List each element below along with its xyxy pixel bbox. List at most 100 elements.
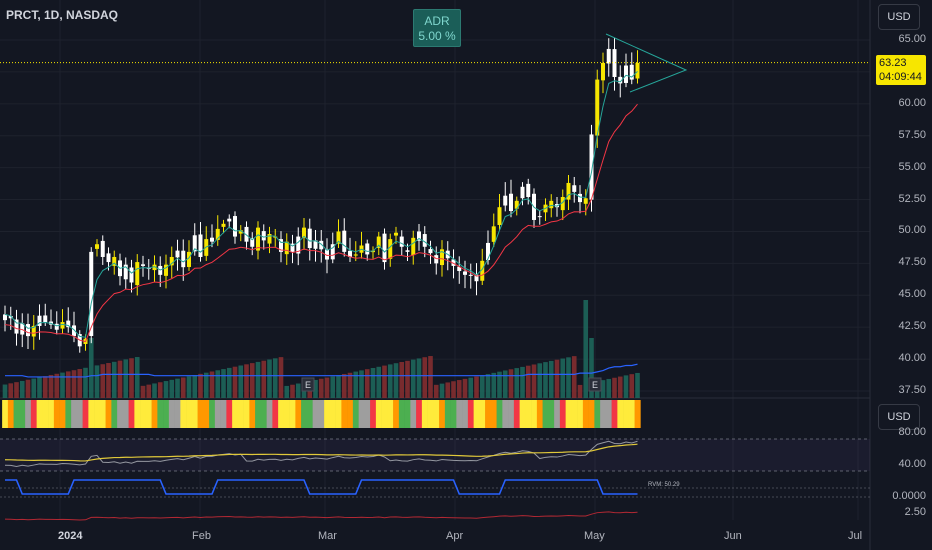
candle-body bbox=[353, 254, 358, 256]
strip-cell bbox=[565, 400, 572, 428]
candle-body bbox=[273, 236, 278, 238]
candle-body bbox=[169, 256, 174, 266]
moving-averages bbox=[0, 62, 870, 378]
volume-bar bbox=[577, 384, 583, 398]
candle-body bbox=[60, 322, 65, 329]
adr-label: ADR bbox=[424, 14, 450, 28]
strip-cell bbox=[25, 400, 32, 428]
candle-body bbox=[129, 267, 134, 283]
candle-body bbox=[388, 239, 393, 259]
strip-cell bbox=[111, 400, 118, 428]
strip-cell bbox=[191, 400, 198, 428]
strip-cell bbox=[140, 400, 147, 428]
rvm-pane bbox=[0, 479, 870, 498]
volume-bar bbox=[83, 367, 88, 398]
rsi-axis-high: 80.00 bbox=[898, 426, 926, 438]
candle-body bbox=[399, 236, 404, 247]
candle-body bbox=[583, 198, 588, 204]
strip-cell bbox=[197, 400, 204, 428]
strip-cell bbox=[324, 400, 331, 428]
candle-body bbox=[514, 200, 519, 209]
candle-body bbox=[451, 259, 456, 266]
candle-body bbox=[302, 227, 306, 238]
volume-bar bbox=[77, 368, 83, 398]
price-axis-tick: 50.00 bbox=[898, 224, 926, 237]
candle-body bbox=[595, 79, 600, 136]
candle-body bbox=[181, 250, 186, 268]
earnings-text: E bbox=[305, 380, 311, 390]
volume-bar bbox=[341, 373, 347, 398]
candle-body bbox=[486, 242, 490, 261]
strip-cell bbox=[513, 400, 520, 428]
volume-bar bbox=[31, 378, 37, 398]
strip-cell bbox=[600, 400, 607, 428]
candle-body bbox=[20, 323, 25, 335]
candle-body bbox=[233, 216, 237, 237]
strip-cell bbox=[134, 400, 141, 428]
volume-bar bbox=[163, 381, 169, 398]
volume-bar bbox=[629, 374, 635, 398]
candle-body bbox=[284, 241, 289, 255]
volume-bar bbox=[583, 300, 589, 398]
volume-bar bbox=[376, 366, 382, 398]
strip-cell bbox=[260, 400, 267, 428]
candle-body bbox=[72, 325, 76, 337]
volume-bar bbox=[502, 370, 508, 398]
volume-bar bbox=[106, 363, 111, 398]
volume-bars bbox=[2, 300, 640, 398]
strip-cell bbox=[278, 400, 285, 428]
strip-cell bbox=[312, 400, 319, 428]
strip-cell bbox=[301, 400, 308, 428]
currency-button[interactable]: USD bbox=[878, 4, 920, 30]
candle-body bbox=[100, 240, 105, 257]
price-axis-tick: 42.50 bbox=[898, 320, 926, 333]
strip-cell bbox=[496, 400, 503, 428]
strip-cell bbox=[358, 400, 365, 428]
candle-body bbox=[26, 324, 30, 337]
candle-body bbox=[503, 195, 508, 206]
volume-bar bbox=[175, 378, 180, 398]
volume-bar bbox=[623, 375, 629, 398]
currency-button-sub[interactable]: USD bbox=[878, 404, 920, 430]
volume-bar bbox=[123, 359, 129, 398]
volume-bar bbox=[37, 377, 42, 398]
strip-cell bbox=[387, 400, 394, 428]
strip-cell bbox=[462, 400, 469, 428]
strip-cell bbox=[421, 400, 428, 428]
candle-body bbox=[549, 200, 554, 209]
candle-body bbox=[164, 264, 168, 276]
volume-bar bbox=[439, 383, 445, 398]
volume-bar bbox=[94, 365, 100, 398]
rvm-label: RVM: 50.29 bbox=[648, 482, 680, 488]
candle-body bbox=[422, 234, 427, 247]
strip-cell bbox=[433, 400, 440, 428]
volume-bar bbox=[146, 384, 152, 398]
candle-body bbox=[342, 230, 347, 252]
volume-bar bbox=[226, 367, 232, 398]
candle-body bbox=[43, 315, 48, 323]
volume-bar bbox=[548, 360, 554, 398]
symbol-title[interactable]: PRCT, 1D, NASDAQ bbox=[6, 8, 119, 22]
volume-bar bbox=[318, 378, 324, 398]
strip-cell bbox=[266, 400, 273, 428]
volume-bar bbox=[324, 377, 330, 398]
volume-bar bbox=[203, 372, 209, 398]
price-axis-tick: 45.00 bbox=[898, 288, 926, 301]
strip-cell bbox=[519, 400, 526, 428]
volume-bar bbox=[267, 359, 272, 398]
volume-bar bbox=[433, 384, 439, 398]
volume-bar bbox=[399, 362, 405, 398]
candle-body bbox=[290, 243, 295, 252]
volume-bar bbox=[284, 385, 290, 398]
volume-bar bbox=[508, 369, 514, 398]
triangle-pattern bbox=[605, 33, 688, 93]
candle-body bbox=[14, 319, 19, 334]
candle-body bbox=[440, 249, 444, 266]
volume-bar bbox=[8, 383, 14, 398]
candle-body bbox=[210, 237, 214, 242]
candle-body bbox=[192, 235, 197, 252]
candle-body bbox=[491, 226, 496, 242]
volume-bar bbox=[474, 376, 479, 398]
time-axis-tick: Mar bbox=[318, 530, 337, 542]
